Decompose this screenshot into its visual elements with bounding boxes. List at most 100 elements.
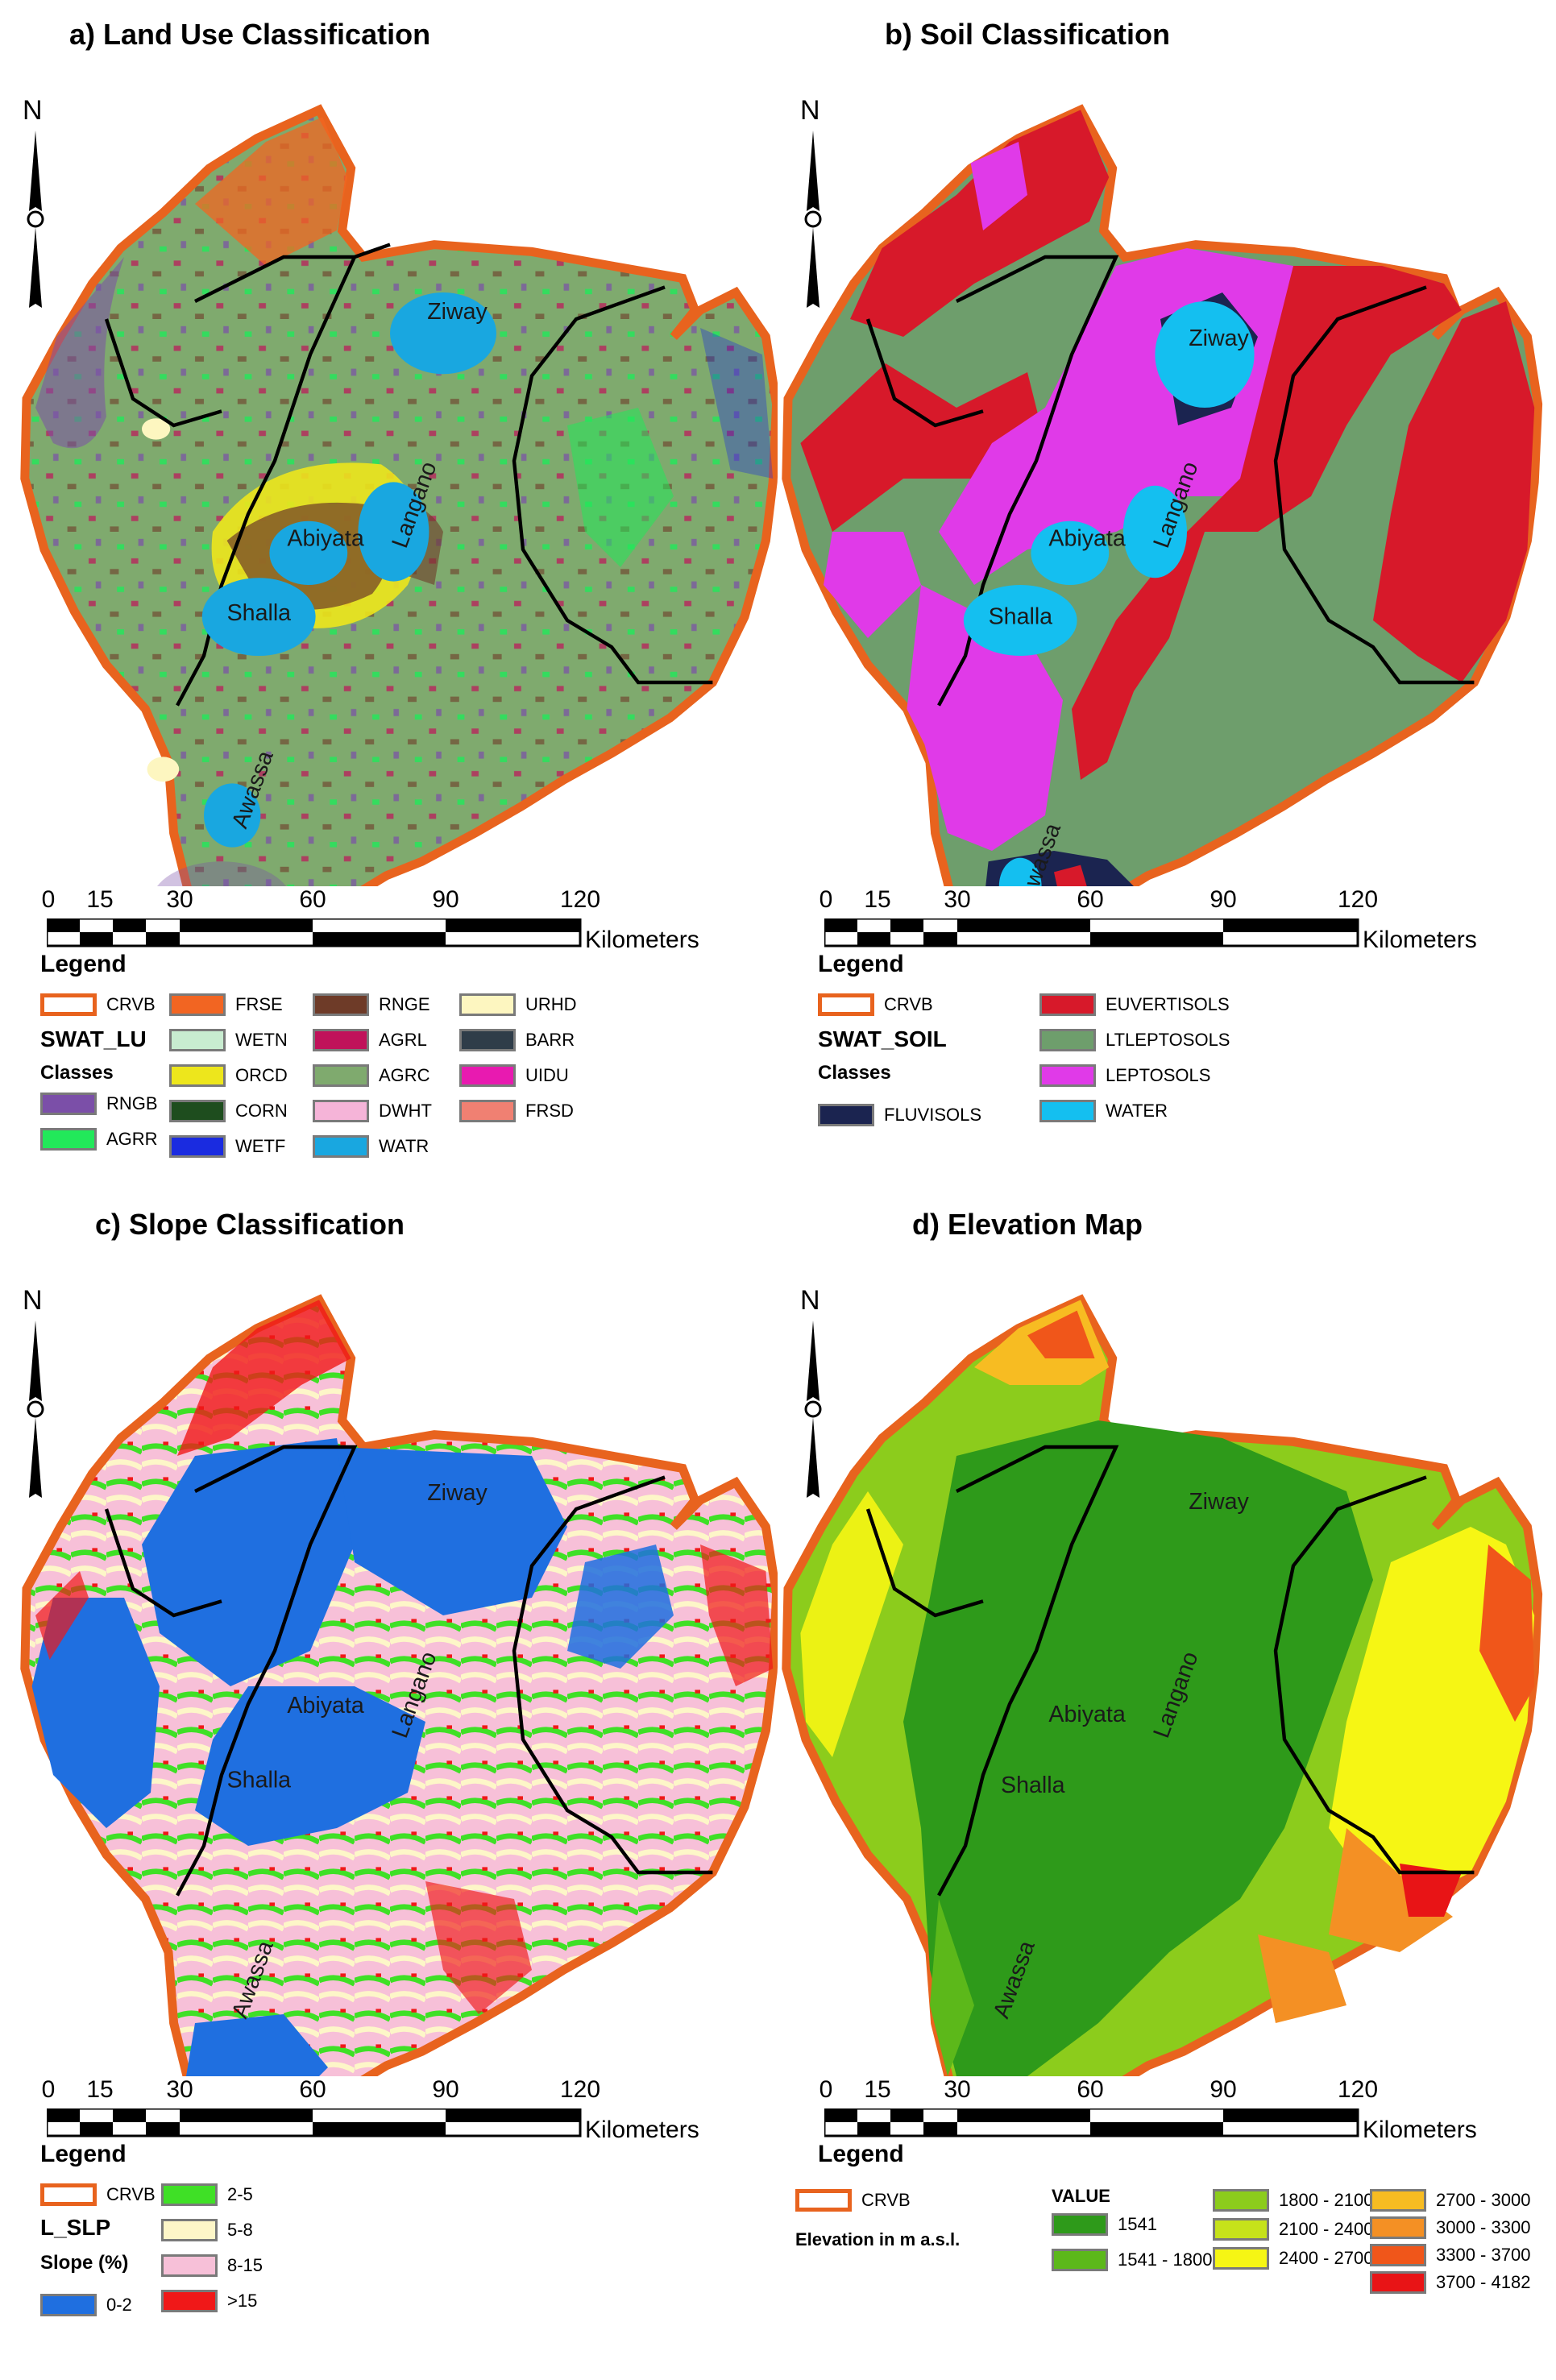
legend-item: 3700 - 4182 xyxy=(1370,2271,1530,2294)
scale-tick: 60 xyxy=(299,886,326,913)
legend-swatch xyxy=(40,2294,97,2316)
legend-swatch xyxy=(40,2183,97,2206)
legend-swatch xyxy=(1039,1064,1096,1087)
legend-item: LEPTOSOLS xyxy=(1039,1064,1210,1087)
legend-classes-label: Slope (%) xyxy=(40,2252,129,2274)
legend-item: 1541 - 1800 xyxy=(1052,2249,1212,2271)
panel-title: c) Slope Classification xyxy=(94,1208,405,1241)
place-label: Shalla xyxy=(989,603,1053,629)
scale-tick: 90 xyxy=(1210,886,1237,913)
north-label: N xyxy=(23,95,43,126)
panel-title: d) Elevation Map xyxy=(911,1208,1143,1241)
legend-swatch xyxy=(161,2254,218,2277)
north-arrow: N xyxy=(18,95,53,308)
legend-swatch xyxy=(40,993,97,1016)
legend-label: CRVB xyxy=(106,994,156,1014)
legend-item: 1541 xyxy=(1052,2213,1157,2236)
scale-tick: 0 xyxy=(41,886,56,913)
legend-item: WETF xyxy=(169,1135,285,1158)
legend-label: FRSE xyxy=(235,994,283,1014)
legend-label: BARR xyxy=(525,1030,575,1050)
legend-item: FRSD xyxy=(459,1100,574,1122)
legend-label: 8-15 xyxy=(227,2255,263,2275)
place-label: Abiyata xyxy=(1048,1702,1125,1727)
legend-label: 2400 - 2700 xyxy=(1279,2248,1374,2268)
legend-label: FRSD xyxy=(525,1101,574,1121)
place-label: Abiyata xyxy=(287,526,363,552)
north-arrow: N xyxy=(795,1285,831,1498)
scale-tick: 15 xyxy=(864,886,891,913)
legend-item: URHD xyxy=(459,993,577,1016)
legend-swatch xyxy=(459,1064,516,1087)
legend-label: 2-5 xyxy=(227,2184,253,2204)
scale-unit: Kilometers xyxy=(585,2117,699,2143)
legend-swatch xyxy=(1213,2189,1269,2212)
legend-item: 3000 - 3300 xyxy=(1370,2216,1530,2239)
scale-bar: 0 15 30 60 90 120 Kilometers xyxy=(819,886,1533,959)
legend-item: WATR xyxy=(313,1135,429,1158)
north-arrow-icon xyxy=(804,1321,822,1498)
legend-item: CORN xyxy=(169,1100,288,1122)
legend-classes-label: Classes xyxy=(40,1062,114,1084)
place-label: Abiyata xyxy=(1048,526,1125,552)
legend-swatch xyxy=(161,2290,218,2312)
legend-item: AGRL xyxy=(313,1029,427,1051)
scale-tick: 15 xyxy=(864,2076,891,2103)
legend-layer-name: SWAT_LU xyxy=(40,1026,147,1051)
place-label: Ziway xyxy=(427,1480,488,1506)
legend-item: 2400 - 2700 xyxy=(1213,2247,1373,2270)
legend-item: CRVB xyxy=(40,2183,156,2206)
north-arrow: N xyxy=(18,1285,53,1498)
legend-item: WATER xyxy=(1039,1100,1168,1122)
legend-swatch xyxy=(1370,2271,1426,2294)
legend-item: 8-15 xyxy=(161,2254,263,2277)
legend-label: WETN xyxy=(235,1030,288,1050)
legend-item: CRVB xyxy=(795,2189,911,2212)
scale-tick: 30 xyxy=(944,886,971,913)
scale-tick: 30 xyxy=(166,886,193,913)
legend-swatch xyxy=(1370,2189,1426,2212)
legend-label: 1541 - 1800 xyxy=(1118,2249,1213,2270)
legend-layer-name: L_SLP xyxy=(40,2215,111,2240)
legend-item: 2700 - 3000 xyxy=(1370,2189,1530,2212)
legend-swatch xyxy=(1039,1100,1096,1122)
scale-tick: 0 xyxy=(41,2076,56,2103)
legend-label: 0-2 xyxy=(106,2295,132,2315)
scale-tick: 120 xyxy=(1337,2076,1379,2103)
legend-item: 1800 - 2100 xyxy=(1213,2189,1373,2212)
legend-swatch xyxy=(1052,2249,1108,2271)
legend-label: DWHT xyxy=(379,1101,432,1121)
legend-label: AGRC xyxy=(379,1065,430,1085)
place-label: Awassa xyxy=(1015,820,1066,886)
lake-langano xyxy=(358,482,429,582)
scale-bar: 0 15 30 60 90 120 Kilometers xyxy=(42,2076,756,2149)
legend-swatch xyxy=(161,2183,218,2206)
north-label: N xyxy=(23,1285,43,1316)
legend-swatch xyxy=(40,1128,97,1151)
legend-item: RNGE xyxy=(313,993,430,1016)
legend-label: AGRR xyxy=(106,1129,158,1149)
scale-unit: Kilometers xyxy=(1363,2117,1477,2143)
lake-overlay: Ziway Abiyata Langano Shalla Awassa xyxy=(104,243,713,831)
legend-item: LTLEPTOSOLS xyxy=(1039,1029,1230,1051)
legend-item: AGRR xyxy=(40,1128,158,1151)
legend-swatch xyxy=(169,1100,226,1122)
legend-label: >15 xyxy=(227,2291,258,2311)
legend-swatch xyxy=(313,1029,369,1051)
legend-swatch xyxy=(1039,993,1096,1016)
legend-label: EUVERTISOLS xyxy=(1106,994,1230,1014)
legend-item: 2-5 xyxy=(161,2183,253,2206)
slope-map xyxy=(0,1190,778,2076)
legend-swatch xyxy=(1039,1029,1096,1051)
legend-label: 3000 - 3300 xyxy=(1436,2217,1531,2237)
legend-swatch xyxy=(313,1135,369,1158)
legend-title: Legend xyxy=(818,2141,904,2167)
legend-swatch xyxy=(313,1064,369,1087)
place-label: Langano xyxy=(1148,1648,1203,1742)
legend-label: 2100 - 2400 xyxy=(1279,2219,1374,2239)
scale-tick: 120 xyxy=(559,2076,601,2103)
scale-bar: 0 15 30 60 90 120 Kilometers xyxy=(42,886,756,959)
legend-classes-label: Classes xyxy=(818,1062,891,1084)
scale-bar: 0 15 30 60 90 120 Kilometers xyxy=(819,2076,1533,2149)
legend-item: DWHT xyxy=(313,1100,432,1122)
